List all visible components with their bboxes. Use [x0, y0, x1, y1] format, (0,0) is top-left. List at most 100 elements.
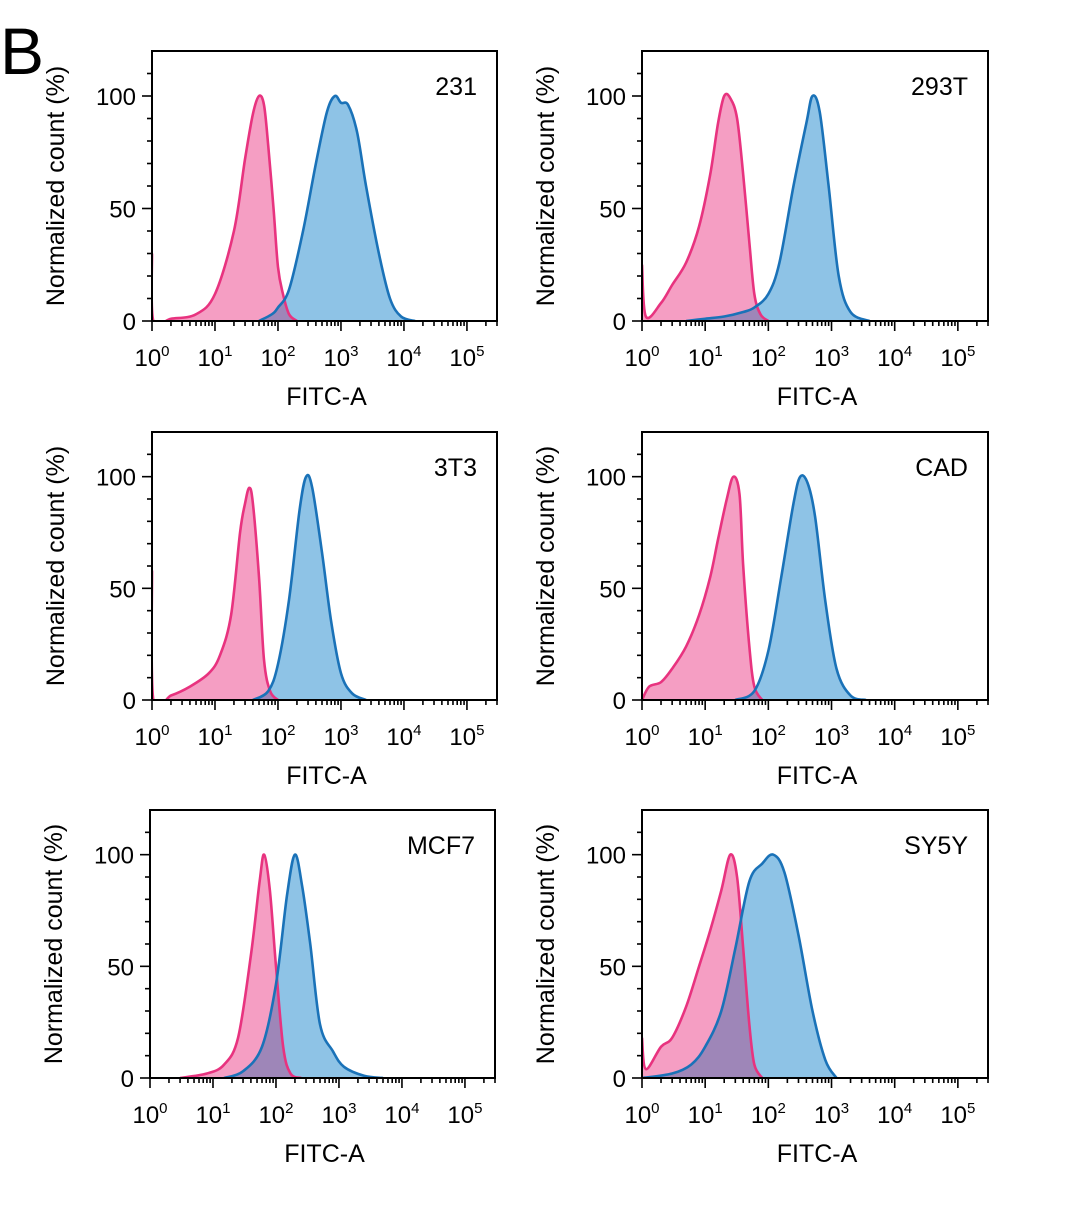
overlap-fill	[642, 854, 763, 1078]
x-axis-title: FITC-A	[777, 762, 858, 790]
x-tick-label: 100	[132, 1100, 167, 1129]
x-tick-label: 101	[195, 1100, 230, 1129]
y-tick-label: 100	[96, 465, 136, 492]
control-histogram-line	[642, 853, 764, 1078]
stained-histogram-line	[734, 474, 867, 700]
x-tick-label: 102	[260, 722, 295, 751]
histogram-panel-4: 0 50 100 100 101 102 103 104 105 FITC-A Normalized…	[532, 431, 989, 790]
y-tick-label: 0	[613, 688, 626, 715]
y-tick-label: 0	[123, 688, 136, 715]
y-tick-label: 0	[613, 1066, 626, 1093]
histogram-panel-6: 0 50 100 100 101 102 103 104 105 FITC-A Normalized…	[532, 809, 989, 1168]
x-axis-title: FITC-A	[777, 1140, 858, 1168]
panel-letter: B	[0, 14, 45, 88]
cell-line-label: 231	[435, 73, 477, 101]
y-axis-title: Normalized count (%)	[532, 446, 560, 686]
x-tick-label: 101	[688, 343, 723, 372]
control-histogram-fill	[152, 95, 297, 321]
x-axis-title: FITC-A	[286, 762, 367, 790]
histogram-panel-3: 0 50 100 100 101 102 103 104 105 FITC-A Normalized…	[42, 431, 498, 790]
x-tick-label: 100	[624, 722, 659, 751]
x-tick-label: 102	[751, 1100, 786, 1129]
y-axis-title: Normalized count (%)	[40, 824, 68, 1064]
cell-line-label: 3T3	[434, 454, 477, 482]
x-tick-label: 104	[384, 1100, 419, 1129]
x-axis-title: FITC-A	[284, 1140, 365, 1168]
control-histogram-line	[152, 486, 279, 700]
x-tick-label: 103	[814, 343, 849, 372]
x-tick-label: 105	[449, 343, 484, 372]
x-tick-label: 104	[386, 343, 421, 372]
control-histogram-fill	[642, 476, 763, 700]
y-tick-label: 0	[613, 309, 626, 336]
y-tick-label: 50	[109, 576, 136, 603]
x-tick-label: 101	[688, 1100, 723, 1129]
y-tick-label: 0	[121, 1066, 134, 1093]
control-histogram-line	[179, 853, 302, 1078]
stained-histogram-fill	[252, 475, 367, 700]
cell-line-label: 293T	[911, 73, 968, 101]
stained-histogram-line	[642, 853, 838, 1078]
stained-histogram-line	[686, 94, 871, 321]
x-tick-label: 104	[386, 722, 421, 751]
histogram-panel-5: 0 50 100 100 101 102 103 104 105 FITC-A Normalized…	[40, 809, 496, 1168]
y-tick-label: 100	[94, 843, 134, 870]
x-tick-label: 104	[877, 722, 912, 751]
y-tick-label: 100	[586, 465, 626, 492]
y-tick-label: 50	[109, 197, 136, 224]
x-tick-label: 105	[940, 1100, 975, 1129]
x-axis-title: FITC-A	[777, 383, 858, 411]
y-tick-label: 50	[599, 197, 626, 224]
x-tick-label: 104	[877, 1100, 912, 1129]
stained-histogram-fill	[224, 854, 383, 1078]
x-tick-label: 102	[260, 343, 295, 372]
x-tick-label: 105	[449, 722, 484, 751]
x-tick-label: 103	[814, 1100, 849, 1129]
y-tick-label: 100	[586, 843, 626, 870]
cell-line-label: SY5Y	[904, 832, 968, 860]
y-axis-title: Normalized count (%)	[532, 66, 560, 306]
cell-line-label: MCF7	[407, 832, 475, 860]
x-tick-label: 105	[447, 1100, 482, 1129]
control-histogram-fill	[642, 93, 769, 321]
x-tick-label: 104	[877, 343, 912, 372]
y-tick-label: 100	[586, 84, 626, 111]
x-tick-label: 102	[751, 343, 786, 372]
stained-histogram-fill	[735, 475, 866, 700]
y-axis-title: Normalized count (%)	[532, 824, 560, 1064]
y-axis-title: Normalized count (%)	[42, 446, 70, 686]
stained-histogram-line	[252, 473, 367, 700]
histogram-panel-1: 0 50 100 100 101 102 103 104 105 FITC-A Normalized…	[42, 50, 498, 411]
control-histogram-line	[642, 92, 770, 321]
stained-histogram-fill	[259, 95, 416, 321]
x-tick-label: 105	[940, 343, 975, 372]
control-histogram-fill	[152, 487, 278, 700]
x-tick-label: 100	[624, 343, 659, 372]
y-tick-label: 100	[96, 84, 136, 111]
x-tick-label: 101	[688, 722, 723, 751]
y-tick-label: 50	[599, 576, 626, 603]
x-tick-label: 103	[321, 1100, 356, 1129]
x-axis-title: FITC-A	[286, 383, 367, 411]
x-tick-label: 100	[134, 343, 169, 372]
x-tick-label: 103	[323, 343, 358, 372]
y-tick-label: 50	[107, 954, 134, 981]
x-tick-label: 101	[197, 722, 232, 751]
x-tick-label: 102	[751, 722, 786, 751]
y-tick-label: 0	[123, 309, 136, 336]
stained-histogram-line	[223, 853, 384, 1078]
x-tick-label: 100	[134, 722, 169, 751]
x-tick-label: 102	[258, 1100, 293, 1129]
control-histogram-line	[642, 475, 764, 700]
x-tick-label: 100	[624, 1100, 659, 1129]
x-tick-label: 101	[197, 343, 232, 372]
cell-line-label: CAD	[915, 454, 968, 482]
x-tick-label: 103	[814, 722, 849, 751]
control-histogram-line	[152, 94, 298, 321]
y-axis-title: Normalized count (%)	[42, 66, 70, 306]
stained-histogram-line	[258, 94, 416, 321]
y-tick-label: 50	[599, 954, 626, 981]
x-tick-label: 103	[323, 722, 358, 751]
x-tick-label: 105	[940, 722, 975, 751]
